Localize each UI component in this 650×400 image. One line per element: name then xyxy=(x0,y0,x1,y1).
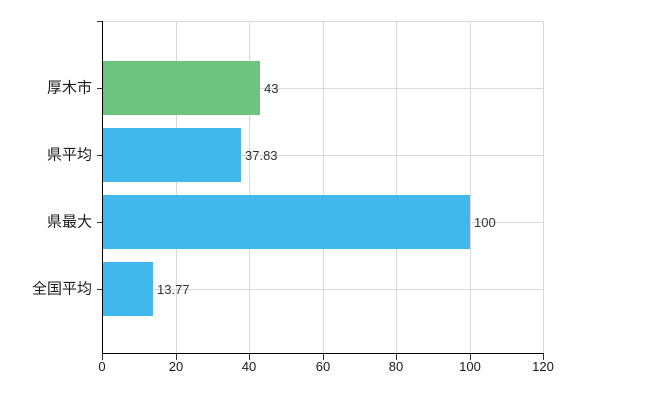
y-axis-line xyxy=(102,21,103,353)
bar-1 xyxy=(102,128,241,182)
x-tick-label-60: 60 xyxy=(315,359,331,374)
category-label-1: 県平均 xyxy=(46,146,92,164)
gridline-category-0 xyxy=(102,88,543,89)
gridline-x-40 xyxy=(249,21,250,353)
y-tick-category-1 xyxy=(97,155,102,156)
gridline-category-3 xyxy=(102,289,543,290)
bar-0 xyxy=(102,61,260,115)
x-tick-label-120: 120 xyxy=(532,359,554,374)
x-tick-label-0: 0 xyxy=(98,359,106,374)
category-label-2: 県最大 xyxy=(46,213,92,231)
gridline-x-20 xyxy=(176,21,177,353)
bar-value-label-1: 37.83 xyxy=(245,148,278,163)
y-tick-top xyxy=(97,21,102,22)
category-label-0: 厚木市 xyxy=(46,79,92,97)
gridline-x-60 xyxy=(323,21,324,353)
gridline-category-1 xyxy=(102,155,543,156)
category-label-3: 全国平均 xyxy=(31,280,92,298)
y-tick-category-2 xyxy=(97,222,102,223)
y-tick-category-0 xyxy=(97,88,102,89)
bar-value-label-2: 100 xyxy=(474,215,496,230)
bar-value-label-0: 43 xyxy=(264,81,279,96)
x-tick-label-20: 20 xyxy=(168,359,184,374)
bar-value-label-3: 13.77 xyxy=(157,282,190,297)
gridline-x-80 xyxy=(396,21,397,353)
x-tick-label-100: 100 xyxy=(459,359,481,374)
x-tick-label-40: 40 xyxy=(241,359,257,374)
y-tick-category-3 xyxy=(97,289,102,290)
gridline-x-100 xyxy=(470,21,471,353)
gridline-x-120 xyxy=(543,21,544,353)
x-tick-80 xyxy=(396,354,397,360)
x-tick-60 xyxy=(323,354,324,360)
x-tick-120 xyxy=(543,354,544,360)
x-tick-0 xyxy=(102,354,103,360)
x-tick-100 xyxy=(470,354,471,360)
bar-3 xyxy=(102,262,153,316)
x-tick-40 xyxy=(249,354,250,360)
plot-area: 43 37.83 100 13.77 xyxy=(102,21,544,353)
x-axis-line xyxy=(102,353,544,354)
bar-2 xyxy=(102,195,470,249)
x-tick-label-80: 80 xyxy=(388,359,404,374)
x-tick-20 xyxy=(176,354,177,360)
gridline-top xyxy=(102,21,543,22)
